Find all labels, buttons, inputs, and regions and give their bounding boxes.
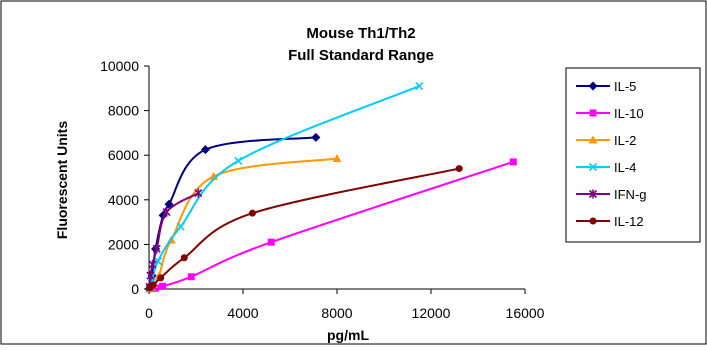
data-point-il-4 — [176, 222, 185, 231]
data-point-il-2 — [332, 154, 342, 163]
legend-marker-il-10 — [589, 109, 597, 117]
data-point-il-12 — [157, 274, 165, 282]
data-point-ifn-g — [194, 188, 203, 198]
data-point-il-5 — [200, 145, 210, 155]
chart-title-line-2: Full Standard Range — [288, 47, 434, 64]
x-tick-label: 8000 — [321, 305, 352, 321]
x-tick-label: 16000 — [506, 305, 545, 321]
y-tick-label: 6000 — [108, 147, 139, 163]
legend-marker-il-2 — [588, 135, 598, 144]
y-tick-label: 2000 — [108, 236, 139, 252]
legend-label-il-10: IL-10 — [614, 106, 644, 121]
data-point-il-5 — [311, 132, 321, 142]
y-tick-label: 4000 — [108, 192, 139, 208]
legend-marker-il-5 — [588, 81, 598, 91]
data-point-il-10 — [159, 282, 167, 290]
data-point-il-12 — [149, 281, 157, 289]
y-axis-label: Fluorescent Units — [54, 121, 70, 239]
axes: 0 2000 4000 6000 8000 10000 0 4000 8000 12000 1600… — [100, 58, 545, 321]
data-point-il-12 — [248, 209, 256, 217]
data-point-il-4 — [153, 257, 162, 266]
legend-label-ifn-g: IFN-g — [614, 187, 647, 202]
series-il-12 — [145, 165, 463, 292]
legend-box — [565, 67, 701, 243]
legend-marker-il-4 — [588, 162, 598, 172]
data-point-il-10 — [152, 284, 160, 292]
x-tick-label: 12000 — [412, 305, 451, 321]
data-point-ifn-g — [148, 259, 157, 269]
y-tick-label: 0 — [131, 281, 139, 297]
data-point-il-10 — [187, 273, 195, 281]
data-point-il-12 — [180, 254, 188, 262]
data-point-il-10 — [267, 238, 275, 246]
legend-label-il-4: IL-4 — [614, 160, 636, 175]
data-point-il-4 — [234, 156, 243, 165]
legend-label-il-12: IL-12 — [614, 214, 644, 229]
data-point-ifn-g — [146, 271, 155, 281]
data-point-il-4 — [415, 82, 424, 91]
x-tick-label: 4000 — [227, 305, 258, 321]
legend-label-il-2: IL-2 — [614, 133, 636, 148]
plot-area — [144, 82, 517, 294]
legend-label-il-5: IL-5 — [614, 79, 636, 94]
data-point-ifn-g — [152, 244, 161, 254]
legend-marker-ifn-g — [588, 189, 598, 199]
data-point-il-10 — [509, 158, 517, 166]
x-tick-label: 0 — [145, 305, 153, 321]
y-tick-label: 8000 — [108, 103, 139, 119]
legend-marker-il-12 — [589, 217, 597, 225]
chart-title-line-1: Mouse Th1/Th2 — [306, 25, 415, 42]
y-tick-label: 10000 — [100, 58, 139, 74]
data-point-ifn-g — [162, 207, 171, 217]
x-axis-label: pg/mL — [327, 327, 369, 343]
data-point-il-12 — [455, 165, 463, 173]
legend: IL-5 IL-10 IL-2 IL-4 IFN-g IL-12 — [565, 67, 701, 243]
